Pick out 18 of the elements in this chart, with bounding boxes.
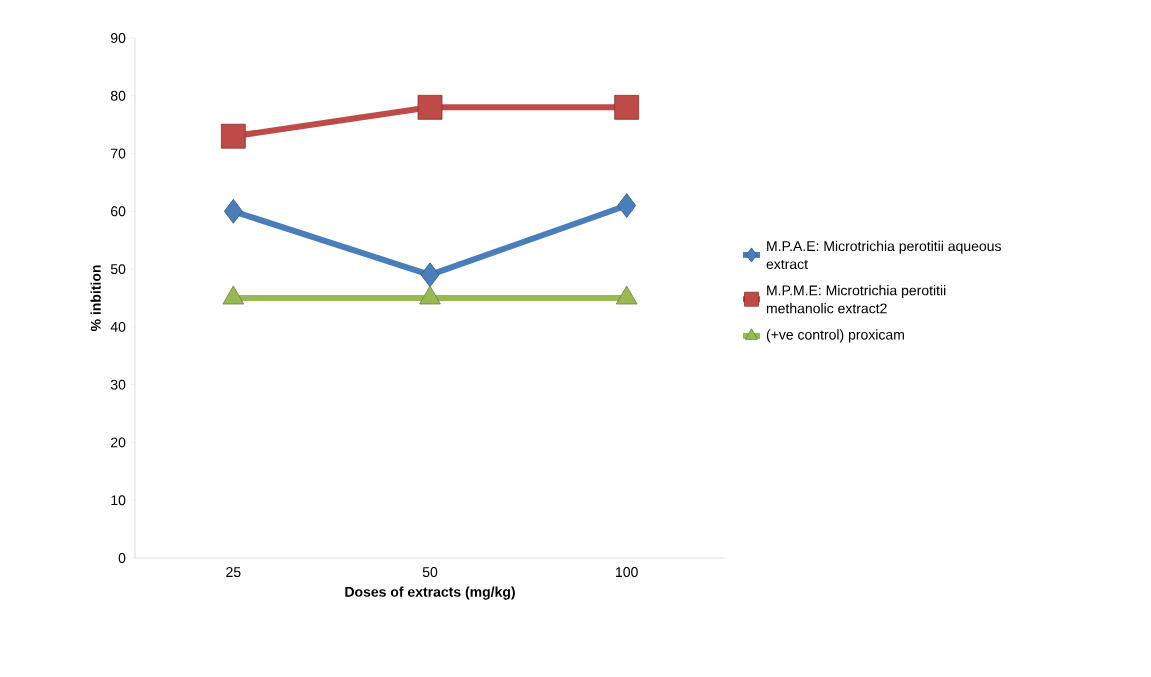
legend-label: M.P.A.E: Microtrichia perotitii aqueous extract: [766, 240, 1001, 270]
y-tick-label: 40: [110, 321, 126, 332]
y-tick-label: 0: [118, 553, 126, 563]
y-tick-label: 20: [111, 437, 126, 448]
y-tick-label: 10: [111, 495, 126, 506]
y-tick-label: 50: [110, 264, 126, 275]
x-tick-label: 50: [422, 567, 438, 578]
y-axis-title: % inbition: [90, 265, 101, 332]
y-tick-label: 70: [111, 148, 126, 159]
y-tick-label: 80: [110, 90, 126, 101]
legend-label: M.P.M.E: Microtrichia perotitii methanolic extract2: [766, 285, 946, 314]
legend-label: (+ve control) proxicam: [766, 329, 904, 343]
x-tick-label: 25: [226, 567, 241, 578]
x-tick-label: 100: [616, 567, 638, 578]
y-tick-label: 60: [111, 206, 126, 217]
y-tick-label: 90: [110, 33, 126, 43]
y-tick-label: 30: [110, 379, 126, 390]
x-axis-title: Doses of extracts (mg/kg): [345, 586, 515, 600]
